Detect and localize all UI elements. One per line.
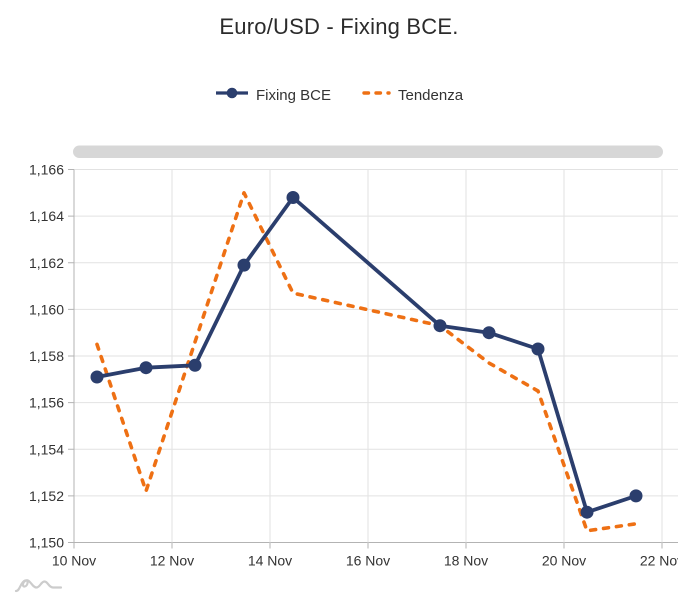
plot-area[interactable]	[74, 170, 678, 543]
fixing-bce-data-point-marker[interactable]	[629, 489, 643, 503]
fixing-bce-data-point-marker[interactable]	[482, 326, 496, 340]
y-axis-label: 1,160	[29, 301, 64, 317]
legend-item-fixing-bce[interactable]: Fixing BCE	[215, 86, 331, 105]
y-axis-label: 1,154	[29, 441, 64, 457]
y-axis-label: 1,150	[29, 535, 64, 551]
y-axis-label: 1,166	[29, 162, 64, 178]
tendenza-legend-marker-icon	[361, 86, 391, 105]
chart-legend: Fixing BCE Tendenza	[0, 86, 678, 105]
fixing-bce-data-point-marker[interactable]	[531, 342, 545, 356]
fixing-bce-data-point-marker[interactable]	[188, 358, 202, 372]
fixing-bce-legend-marker-icon	[215, 86, 249, 105]
x-axis-label: 12 Nov	[150, 553, 194, 569]
x-axis-label: 20 Nov	[542, 553, 586, 569]
chart-title: Euro/USD - Fixing BCE.	[219, 14, 459, 39]
legend-label-tendenza: Tendenza	[397, 87, 464, 104]
y-axis-label: 1,164	[29, 208, 64, 224]
fixing-bce-data-point-marker[interactable]	[139, 361, 153, 375]
fixing-bce-data-point-marker[interactable]	[90, 370, 104, 384]
fixing-bce-data-point-marker[interactable]	[237, 258, 251, 272]
legend-item-tendenza[interactable]: Tendenza	[361, 86, 463, 105]
x-axis-label: 14 Nov	[248, 553, 292, 569]
fixing-bce-line[interactable]	[95, 195, 638, 515]
x-axis-label: 18 Nov	[444, 553, 488, 569]
y-axis-label: 1,162	[29, 255, 64, 271]
amcharts-logo-icon[interactable]	[14, 571, 64, 600]
y-axis-label: 1,156	[29, 395, 64, 411]
fixing-bce-data-point-marker[interactable]	[580, 505, 594, 519]
x-axis-label: 22 Nov	[640, 553, 678, 569]
y-axis-label: 1,158	[29, 348, 64, 364]
fixing-bce-data-point-marker[interactable]	[433, 319, 447, 333]
y-axis-label: 1,152	[29, 488, 64, 504]
x-axis-label: 10 Nov	[52, 553, 96, 569]
tendenza-line[interactable]	[95, 191, 638, 533]
legend-label-fixing-bce: Fixing BCE	[255, 87, 331, 104]
chart-scrollbar[interactable]	[73, 145, 663, 159]
x-axis-label: 16 Nov	[346, 553, 390, 569]
fixing-bce-data-point-marker[interactable]	[286, 191, 300, 204]
